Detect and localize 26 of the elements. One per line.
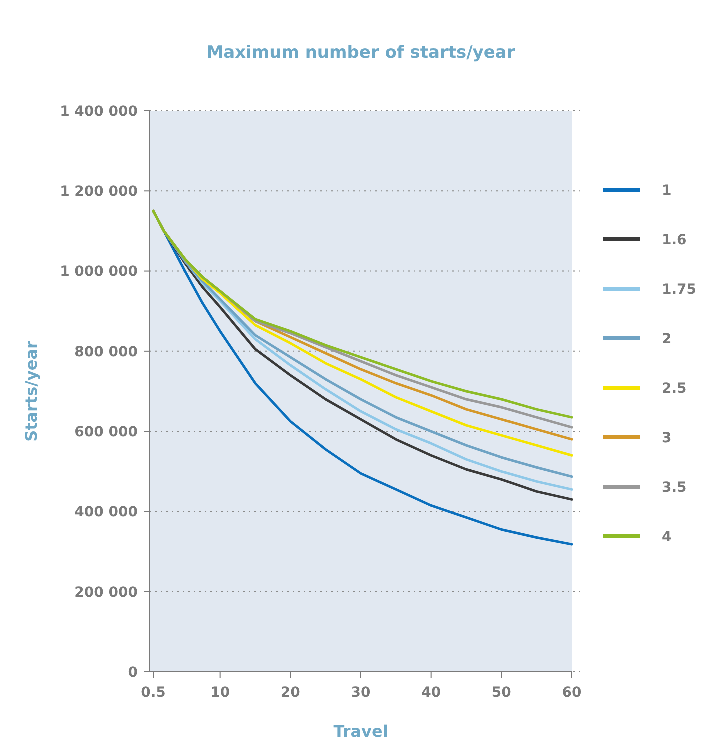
x-tick-label: 10	[210, 685, 230, 701]
y-tick-label: 1 000 000	[60, 264, 138, 280]
y-tick-label: 0	[128, 664, 138, 681]
x-tick-label: 0.5	[141, 685, 166, 701]
legend-label: 1.6	[662, 232, 687, 248]
y-tick-label: 400 000	[74, 504, 138, 521]
x-tick-label: 40	[422, 685, 442, 701]
y-tick-label: 1 200 000	[60, 184, 138, 200]
y-tick-label: 200 000	[74, 584, 138, 601]
legend-label: 2	[662, 331, 672, 348]
y-tick-label: 800 000	[74, 344, 138, 360]
legend-label: 3.5	[662, 480, 687, 496]
legend-label: 1.75	[662, 282, 697, 298]
legend-label: 3	[662, 430, 672, 446]
y-tick-label: 1 400 000	[60, 104, 138, 120]
legend-label: 4	[662, 529, 672, 546]
y-tick-label: 600 000	[74, 424, 138, 440]
chart-title: Maximum number of starts/year	[206, 43, 516, 63]
legend-label: 1	[662, 182, 672, 199]
x-tick-label: 60	[562, 685, 582, 701]
y-axis-title: Starts/year	[22, 340, 41, 442]
x-tick-label: 20	[280, 685, 301, 701]
x-tick-label: 30	[351, 685, 371, 701]
x-tick-label: 50	[492, 685, 512, 701]
legend-label: 2.5	[662, 380, 687, 397]
x-axis-title: Travel	[334, 722, 388, 741]
